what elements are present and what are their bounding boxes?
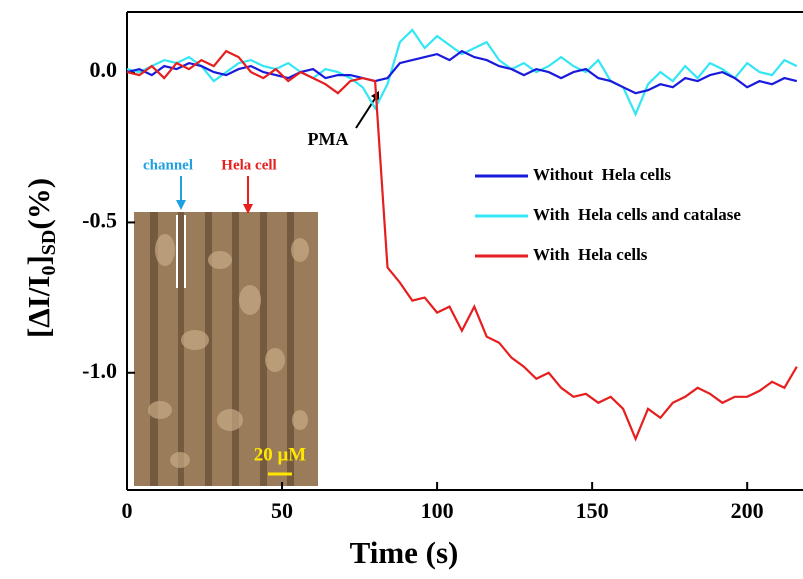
annotation: 20 μM [254, 444, 307, 465]
channel-arrowhead [176, 200, 186, 210]
y-axis-label-part: (%) [21, 178, 56, 230]
inset-cells [148, 234, 309, 468]
y-axis-label-part: 0 [38, 266, 60, 276]
legend-label: Without Hela cells [533, 165, 671, 184]
x-axis-label: Time (s) [350, 535, 459, 570]
y-tick-label: -0.5 [82, 207, 117, 232]
legend-label: With Hela cells [533, 245, 648, 264]
y-tick-label: 0.0 [90, 57, 118, 82]
x-tick-label: 0 [122, 498, 133, 523]
cell-arrowhead [243, 204, 253, 214]
annotation: Hela cell [221, 157, 276, 173]
inset-photo [134, 176, 318, 486]
pma-arrow [355, 96, 377, 129]
y-axis-label-part: ] [21, 255, 56, 265]
data-line [126, 49, 798, 95]
x-tick-label: 150 [576, 498, 609, 523]
y-axis-label-part: SD [38, 230, 60, 256]
inset-stripes [150, 212, 294, 486]
annotation: channel [143, 157, 193, 173]
data-line [126, 49, 798, 442]
y-tick-label: -1.0 [82, 358, 117, 383]
annotation: PMA [308, 129, 349, 149]
legend-label: With Hela cells and catalase [533, 205, 741, 224]
x-tick-label: 100 [421, 498, 454, 523]
x-tick-label: 50 [271, 498, 293, 523]
data-line [126, 28, 798, 117]
y-axis-label: [ΔI/I0]SD(%) [21, 178, 59, 338]
x-tick-label: 200 [731, 498, 764, 523]
y-axis-label-part: [ΔI/I [21, 276, 56, 339]
